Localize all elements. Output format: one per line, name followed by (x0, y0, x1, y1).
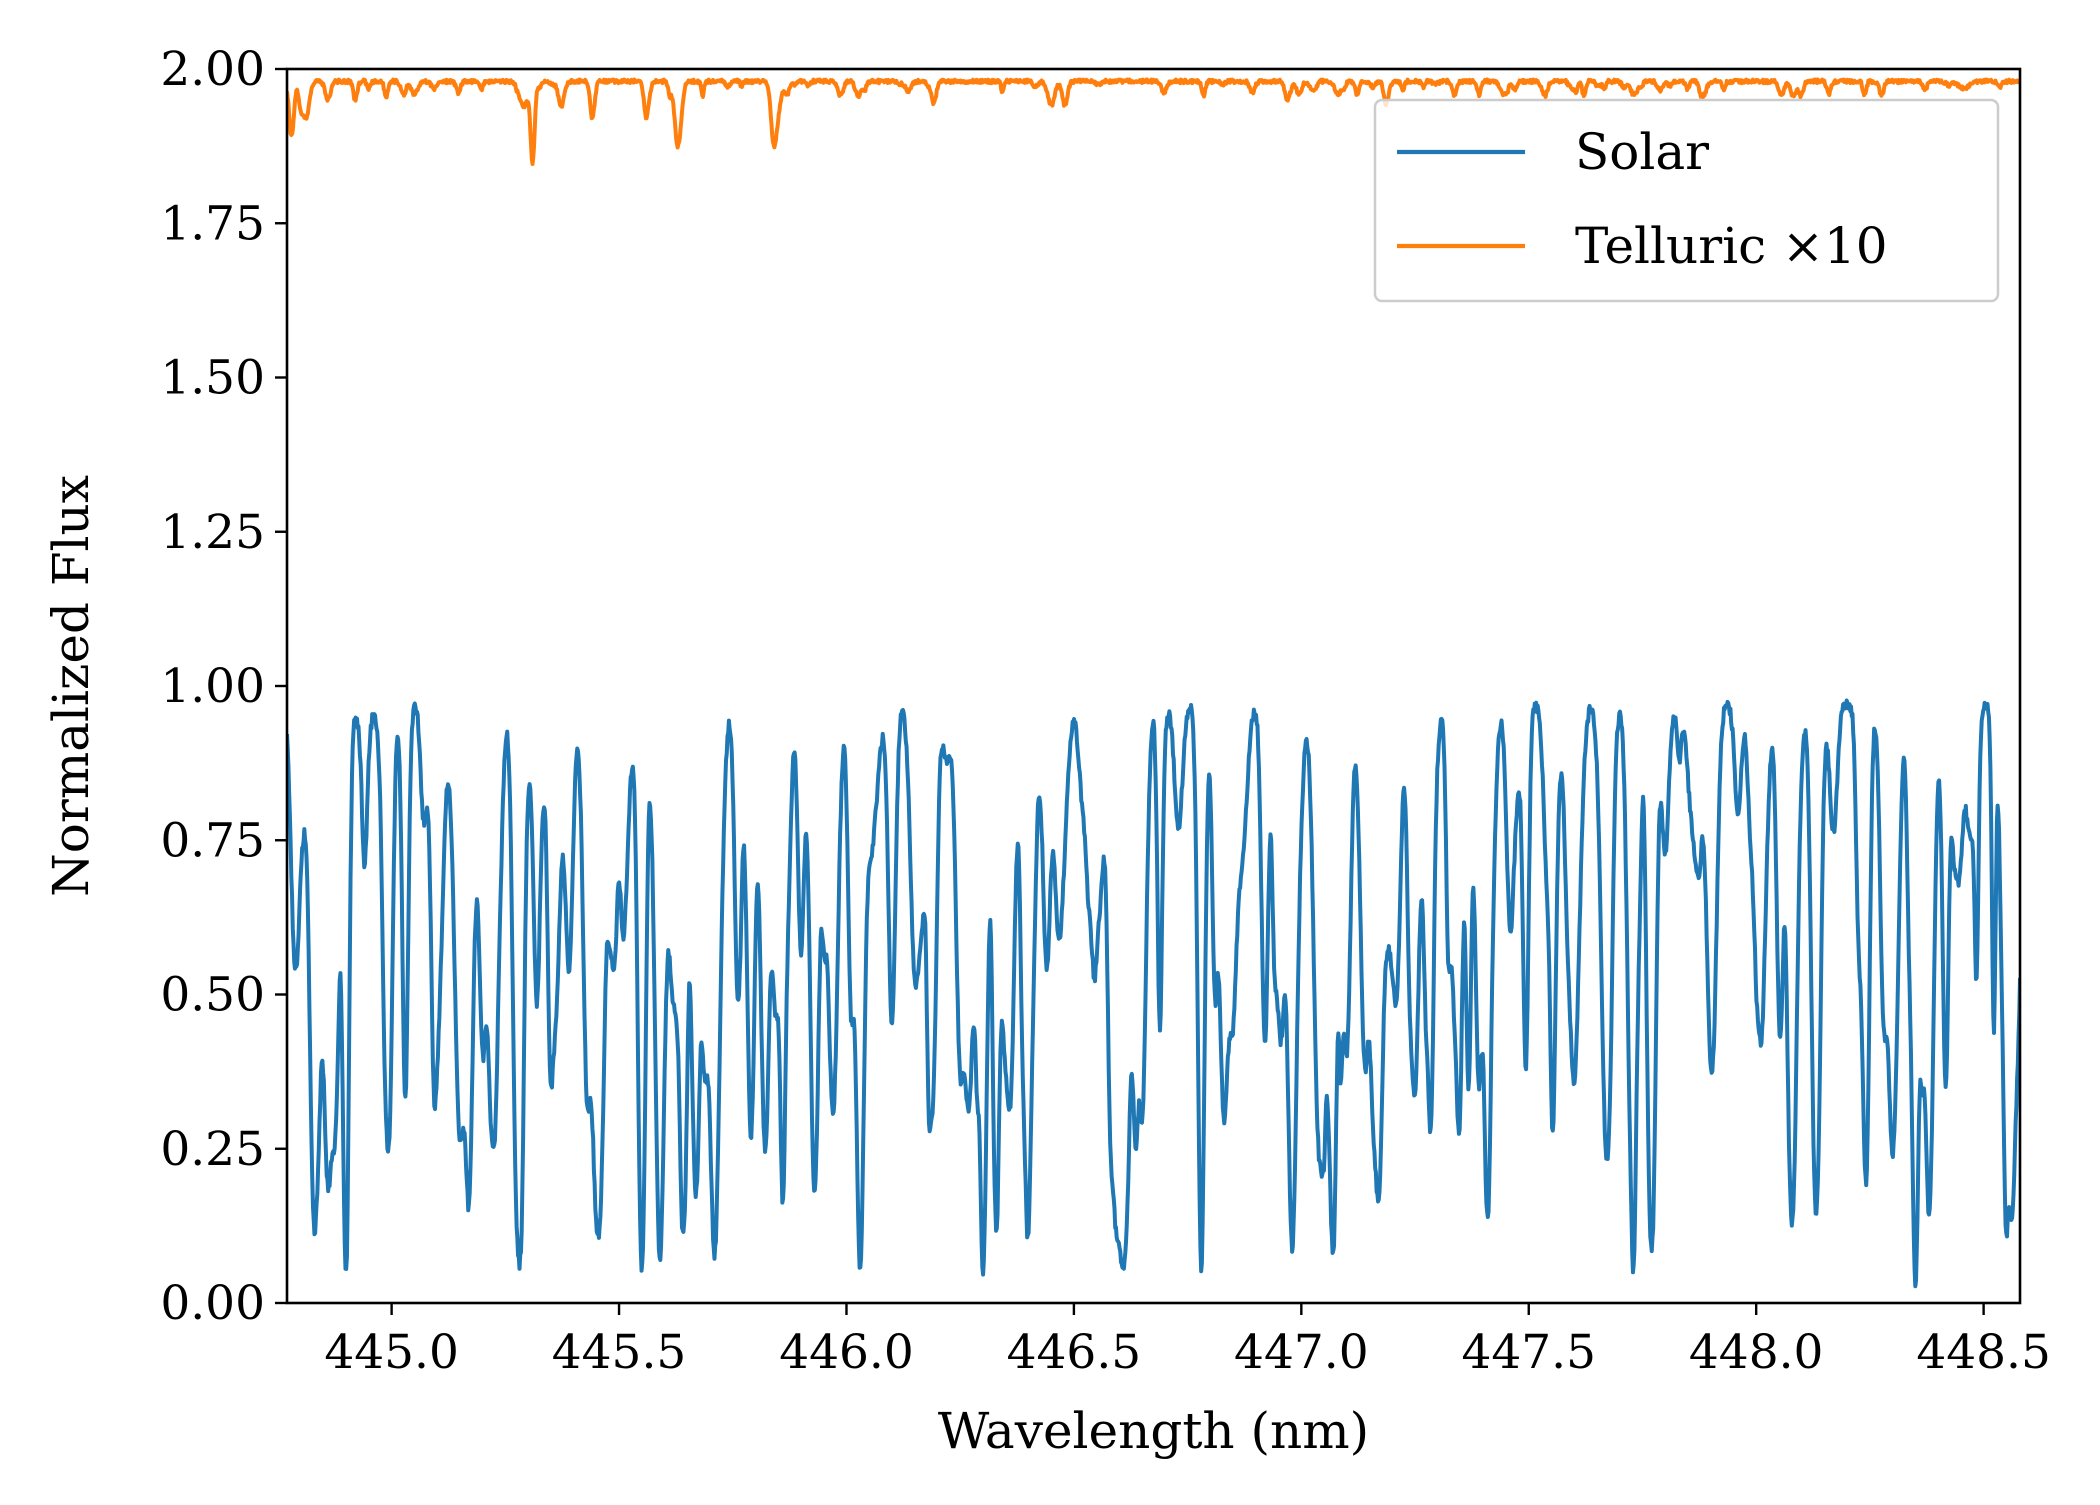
axes-frame (285, 67, 2022, 1305)
legend-label-solar: Solar (1575, 123, 1709, 181)
series-line-solar (287, 698, 2020, 1289)
x-tick-label: 447.0 (1234, 1325, 1369, 1380)
x-tick-label: 448.0 (1689, 1325, 1824, 1380)
x-tick-label: 446.0 (779, 1325, 914, 1380)
plot-area (287, 77, 2020, 1289)
legend: Solar Telluric ×10 (1373, 98, 2000, 303)
x-axis-label: Wavelength (nm) (938, 1402, 1369, 1460)
x-tick-label: 445.5 (552, 1325, 687, 1380)
x-tick-label: 448.5 (1916, 1325, 2051, 1380)
y-tick-label: 1.75 (160, 196, 265, 251)
y-tick-label: 1.00 (160, 659, 265, 714)
y-tick-label: 0.25 (160, 1122, 265, 1177)
y-tick-label: 0.50 (160, 968, 265, 1023)
y-axis-label: Normalized Flux (42, 475, 100, 897)
ticks: 445.0 445.5 446.0 446.5 447.0 447.5 448.0 448.5… (160, 42, 2051, 1380)
y-tick-label: 2.00 (160, 42, 265, 97)
legend-box (1373, 98, 2000, 303)
y-tick-label: 0.00 (160, 1276, 265, 1331)
x-tick-label: 445.0 (324, 1325, 459, 1380)
x-tick-label: 447.5 (1461, 1325, 1596, 1380)
y-tick-label: 1.25 (160, 505, 265, 560)
y-tick-label: 0.75 (160, 813, 265, 868)
y-tick-label: 1.50 (160, 351, 265, 406)
x-tick-label: 446.5 (1007, 1325, 1142, 1380)
legend-label-telluric: Telluric ×10 (1575, 217, 1888, 275)
series-line-telluric (287, 77, 2020, 167)
